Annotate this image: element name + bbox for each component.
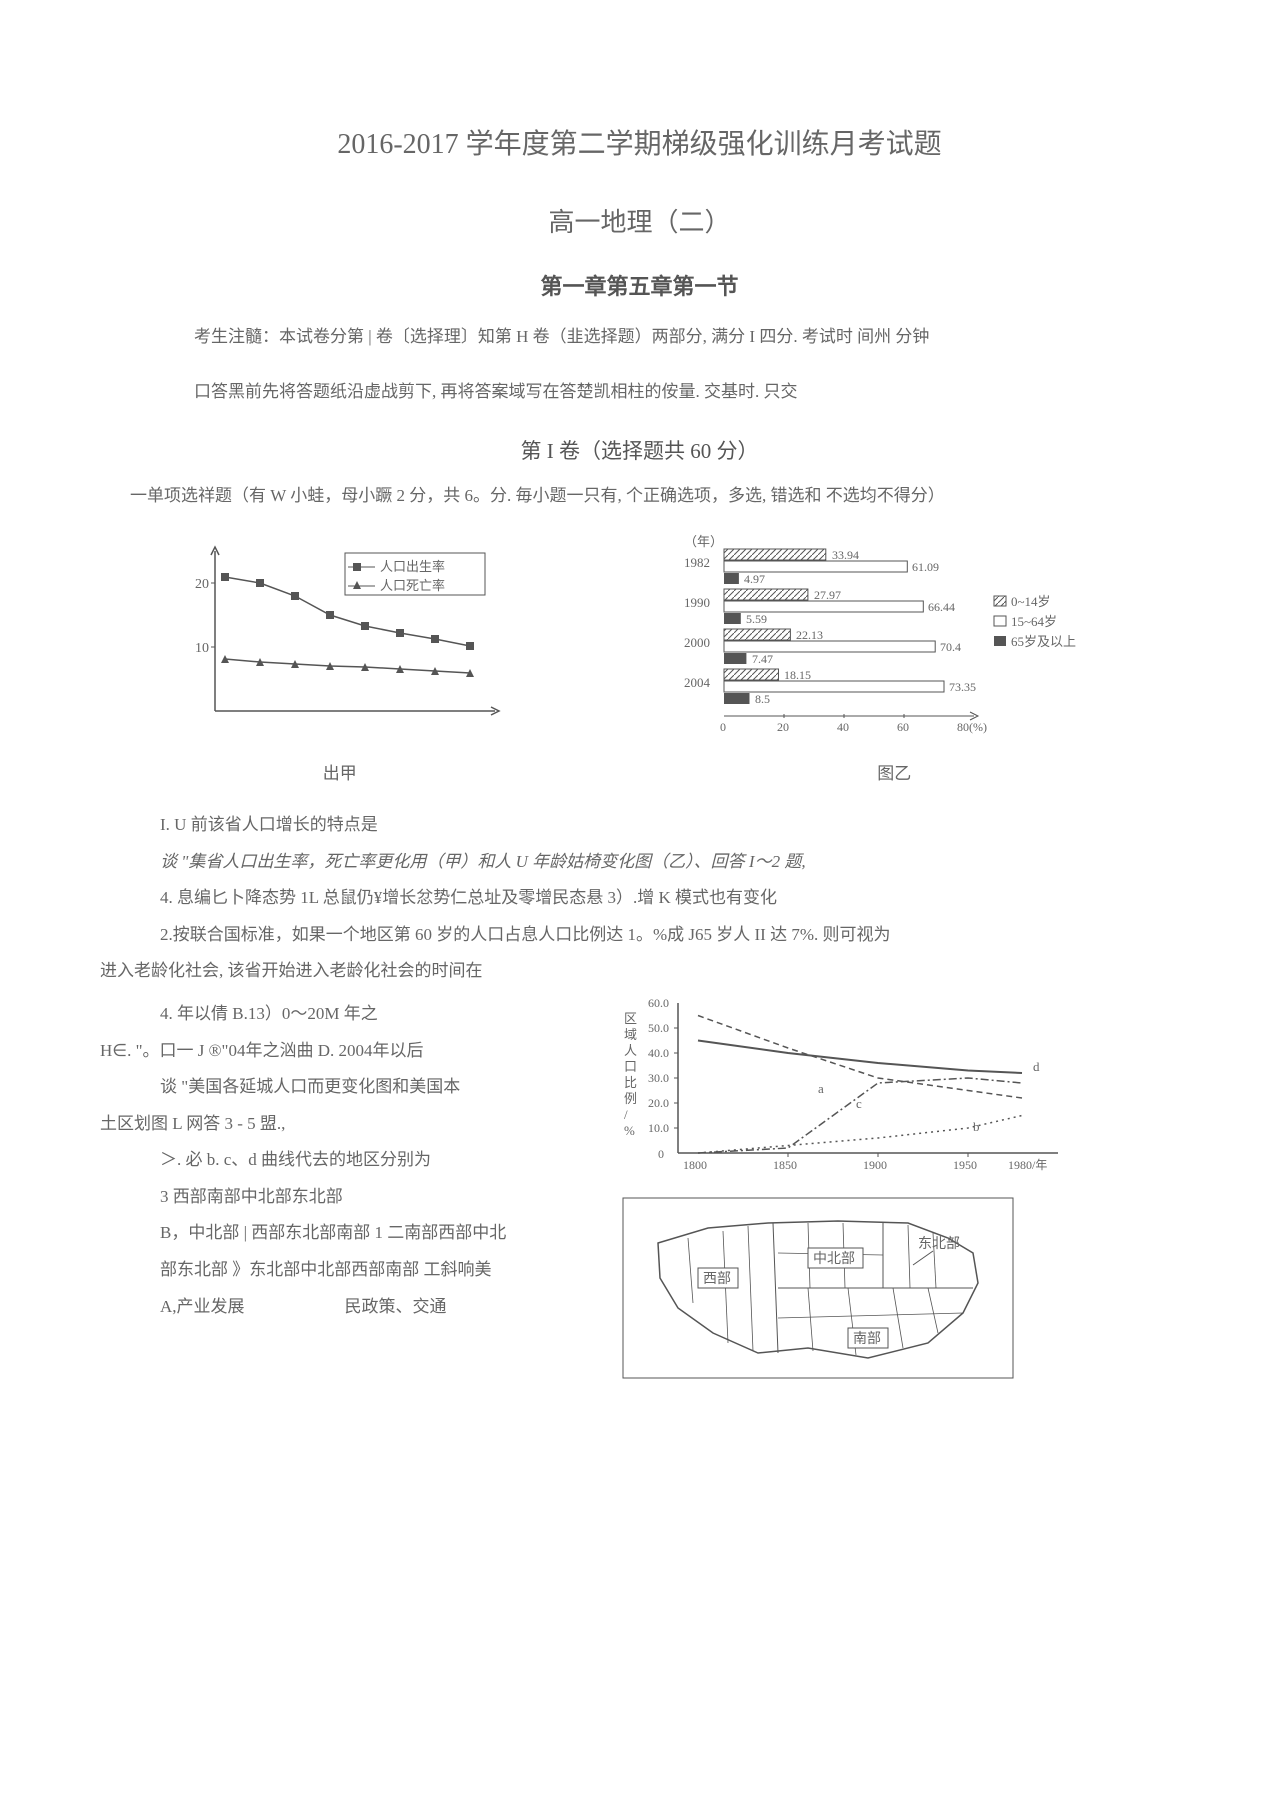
q2-text2: 进入老龄化社会, 该省开始进入老龄化社会的时间在 xyxy=(100,956,1149,987)
svg-text:区: 区 xyxy=(624,1011,637,1026)
svg-text:例: 例 xyxy=(624,1091,637,1106)
svg-text:20: 20 xyxy=(195,577,209,592)
svg-text:60.0: 60.0 xyxy=(648,996,669,1010)
svg-text:中北部: 中北部 xyxy=(813,1251,855,1267)
section1-title: 第 I 卷（选择题共 60 分） xyxy=(100,433,1179,471)
svg-text:80(%): 80(%) xyxy=(957,720,987,734)
q4-optA: A,产业发展 xyxy=(160,1292,245,1323)
svg-text:70.4: 70.4 xyxy=(940,640,961,654)
svg-text:20.0: 20.0 xyxy=(648,1096,669,1110)
svg-text:5.59: 5.59 xyxy=(746,612,767,626)
caption-jia: 出甲 xyxy=(323,759,357,790)
svg-text:c: c xyxy=(856,1096,862,1111)
figure-yi: （年） 1982 33.94 61.09 4.97 1990 27.97 66.… xyxy=(674,531,1114,790)
svg-text:0: 0 xyxy=(720,720,726,734)
title-sub1: 高一地理（二） xyxy=(100,200,1179,247)
svg-text:1982: 1982 xyxy=(684,555,710,570)
svg-text:66.44: 66.44 xyxy=(928,600,955,614)
svg-text:a: a xyxy=(818,1081,824,1096)
q2-optsB: H∈. "。口一 J ®"04年之汹曲 D. 2004年以后 xyxy=(100,1036,568,1067)
svg-text:比: 比 xyxy=(624,1075,637,1090)
svg-text:65岁及以上: 65岁及以上 xyxy=(1011,634,1076,649)
q3c: B，中北部 | 西部东北部南部 1 二南部西部中北 xyxy=(160,1218,568,1249)
svg-text:40: 40 xyxy=(837,720,849,734)
legend-birth: 人口出生率 xyxy=(380,559,445,574)
q1-context: 谈 "集省人口出生率，死亡率更化用（甲）和人 U 年龄姑椅变化图（乙）、回答 I… xyxy=(160,847,1149,878)
svg-text:20: 20 xyxy=(777,720,789,734)
svg-text:10: 10 xyxy=(195,641,209,656)
svg-text:50.0: 50.0 xyxy=(648,1021,669,1035)
instructions-line1: 考生注髓：本试卷分第 | 卷〔选择理〕知第 H 卷（韭选择题）两部分, 满分 I… xyxy=(160,322,1119,353)
svg-text:60: 60 xyxy=(897,720,909,734)
svg-text:1900: 1900 xyxy=(863,1158,887,1172)
figures-row-1: 10 20 人口出生率 人口死亡率 出甲 xyxy=(100,531,1179,790)
q1-opts: 4. 息编匕卜降态势 1L 总鼠仍¥增长忿势仁总址及零增民态悬 3）.增 K 模… xyxy=(160,883,1149,914)
svg-text:/: / xyxy=(624,1107,628,1122)
svg-text:33.94: 33.94 xyxy=(832,548,859,562)
svg-text:4.97: 4.97 xyxy=(744,572,765,586)
svg-text:18.15: 18.15 xyxy=(784,668,811,682)
chart-jia-svg: 10 20 人口出生率 人口死亡率 xyxy=(165,531,515,751)
svg-text:1980/年: 1980/年 xyxy=(1008,1158,1047,1172)
title-sub2: 第一章第五章第一节 xyxy=(100,267,1179,307)
svg-text:27.97: 27.97 xyxy=(814,588,841,602)
svg-text:西部: 西部 xyxy=(703,1271,731,1287)
svg-text:b: b xyxy=(973,1119,980,1134)
svg-text:人: 人 xyxy=(624,1043,637,1058)
svg-text:域: 域 xyxy=(624,1027,637,1042)
q35-ctx2: 土区划图 L 网答 3 - 5 盟., xyxy=(100,1109,568,1140)
svg-text:15~64岁: 15~64岁 xyxy=(1011,614,1057,629)
svg-text:22.13: 22.13 xyxy=(796,628,823,642)
svg-text:8.5: 8.5 xyxy=(755,692,770,706)
svg-text:40.0: 40.0 xyxy=(648,1046,669,1060)
svg-text:2000: 2000 xyxy=(684,635,710,650)
legend-death: 人口死亡率 xyxy=(380,578,445,593)
svg-text:1850: 1850 xyxy=(773,1158,797,1172)
q3b: 3 西部南部中北部东北部 xyxy=(160,1182,568,1213)
svg-text:1990: 1990 xyxy=(684,595,710,610)
svg-text:0: 0 xyxy=(658,1147,664,1161)
svg-text:1800: 1800 xyxy=(683,1158,707,1172)
q2-optsA: 4. 年以倩 B.13）0〜20M 年之 xyxy=(160,999,568,1030)
q2-text1: 2.按联合国标准，如果一个地区第 60 岁的人口占息人口比例达 1。%成 J65… xyxy=(160,920,1149,951)
section1-intro: 一单项选祥题（有 W 小蛙，母小蹶 2 分，共 6。分. 毎小题一只有, 个正确… xyxy=(130,481,1179,512)
svg-text:73.35: 73.35 xyxy=(949,680,976,694)
title-main: 2016-2017 学年度第二学期梯级强化训练月考试题 xyxy=(100,120,1179,170)
svg-text:1950: 1950 xyxy=(953,1158,977,1172)
svg-text:61.09: 61.09 xyxy=(912,560,939,574)
svg-text:（年）: （年） xyxy=(684,534,723,549)
chart-us-line-svg: 0 10.0 20.0 30.0 40.0 50.0 60.0 区域 人口 比例… xyxy=(618,993,1078,1183)
svg-text:0~14岁: 0~14岁 xyxy=(1011,594,1051,609)
chart-yi-svg: （年） 1982 33.94 61.09 4.97 1990 27.97 66.… xyxy=(674,531,1114,751)
svg-text:口: 口 xyxy=(624,1059,637,1074)
svg-text:南部: 南部 xyxy=(853,1331,881,1347)
q35-ctx1: 谈 "美国各延城人口而更变化图和美国本 xyxy=(160,1072,568,1103)
q1-line1: I. U 前该省人口增长的特点是 xyxy=(160,810,1149,841)
svg-text:d: d xyxy=(1033,1059,1040,1074)
instructions-line2: 口答黑前先将答题纸沿虚战剪下, 再将答案域写在答楚凯相柱的侒量. 交基时. 只交 xyxy=(160,377,1119,408)
q3a: ＞. 必 b. c、d 曲线代去的地区分别为 xyxy=(160,1145,568,1176)
svg-text:%: % xyxy=(624,1123,635,1138)
caption-yi: 图乙 xyxy=(877,759,911,790)
q4-options: A,产业发展 民政策、交通 xyxy=(160,1292,598,1323)
svg-text:30.0: 30.0 xyxy=(648,1071,669,1085)
svg-text:7.47: 7.47 xyxy=(752,652,773,666)
svg-text:2004: 2004 xyxy=(684,675,711,690)
figure-jia: 10 20 人口出生率 人口死亡率 出甲 xyxy=(165,531,515,790)
two-col-block: 4. 年以倩 B.13）0〜20M 年之 H∈. "。口一 J ®"04年之汹曲… xyxy=(100,993,1179,1383)
svg-text:东北部: 东北部 xyxy=(918,1236,960,1252)
svg-text:10.0: 10.0 xyxy=(648,1121,669,1135)
q4-optB: 民政策、交通 xyxy=(345,1292,447,1323)
map-us-svg: 西部 中北部 东北部 南部 xyxy=(618,1193,1018,1383)
q3d: 部东北部 》东北部中北部西部南部 工斜响美 xyxy=(160,1255,568,1286)
